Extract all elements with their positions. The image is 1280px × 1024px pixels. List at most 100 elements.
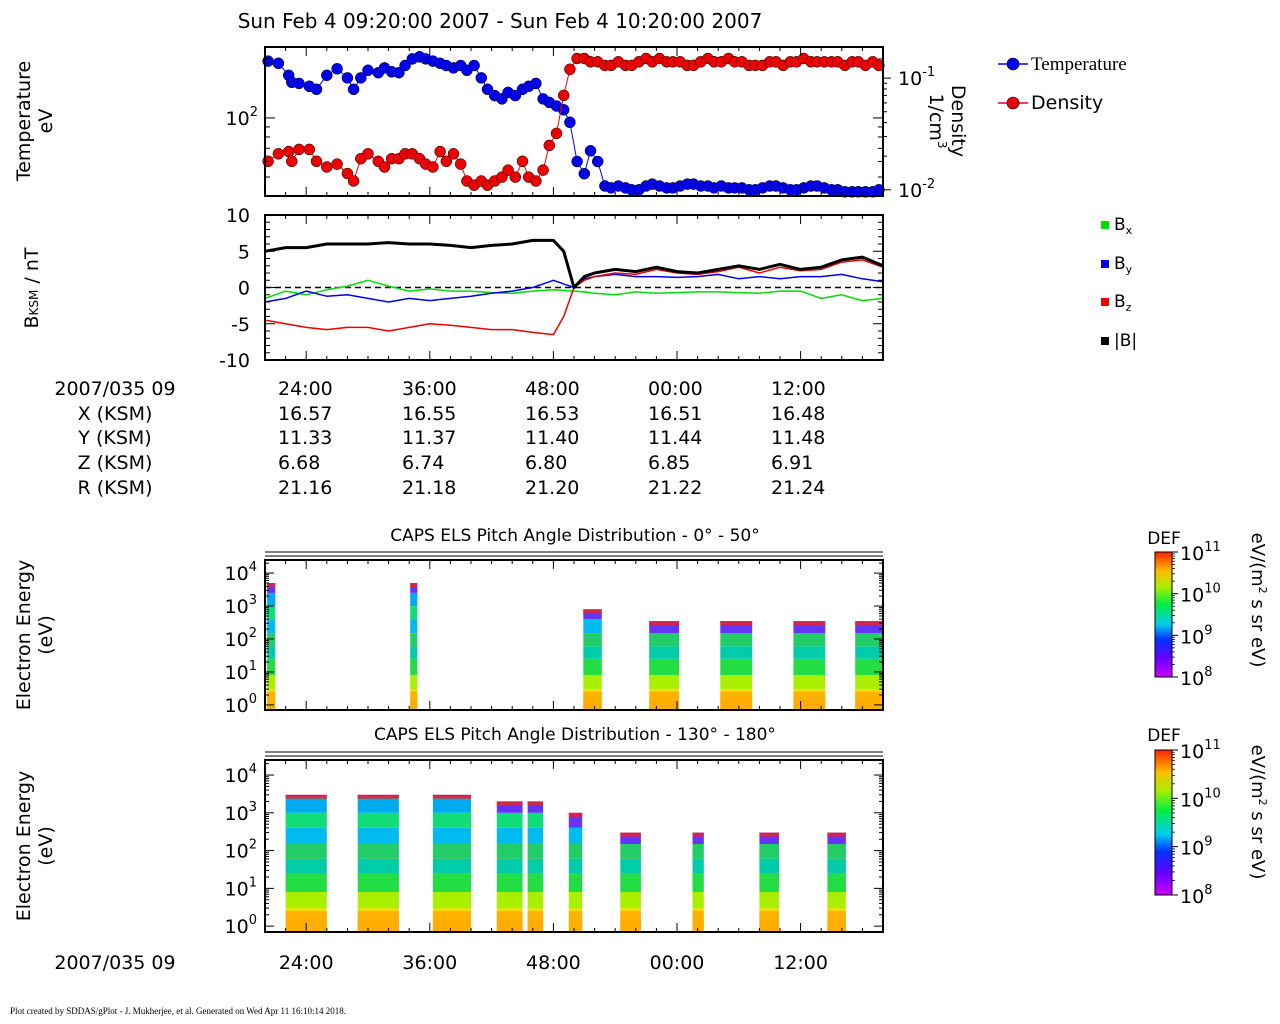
spectrogram-cell	[759, 859, 779, 874]
energy-tick-label: 103	[225, 593, 257, 618]
colorbar-scale	[1154, 551, 1173, 678]
spectrogram-cell	[357, 794, 399, 799]
spectrogram-cell	[410, 592, 418, 606]
temperature-point	[468, 59, 480, 72]
ephemeris-cell: 21.20	[525, 477, 579, 499]
density-point	[282, 145, 295, 158]
spectrogram-cell	[649, 675, 680, 690]
spectrogram-cell	[620, 843, 641, 859]
spectrogram-cell	[720, 691, 753, 710]
els-0-50-title: CAPS ELS Pitch Angle Distribution - 0° -…	[390, 526, 759, 546]
spectrogram-cell	[432, 812, 471, 828]
spectrogram-cell	[759, 873, 779, 892]
spectrogram-block	[285, 794, 327, 932]
spectrogram-cell	[855, 691, 883, 710]
colorbar-unit: eV/(m2 s sr eV)	[1247, 533, 1269, 668]
spectrogram-cell	[855, 658, 883, 676]
spectrogram-cell	[267, 633, 276, 647]
ephemeris-cell: 16.55	[402, 403, 456, 425]
density-point	[434, 145, 446, 158]
spectrogram-cell	[357, 843, 399, 859]
bottom-axis-label: 2007/035 09	[54, 952, 175, 974]
density-point	[502, 164, 514, 176]
bottom-time-axis: 2007/035 09 24:00 36:00 48:00 00:00 12:00	[54, 952, 828, 974]
bksm-tick-label: -10	[219, 350, 250, 372]
spectrogram-cell	[827, 859, 846, 874]
density-point	[427, 161, 439, 173]
spectrogram-cell	[827, 832, 846, 837]
ephemeris-cell: 21.22	[648, 477, 702, 499]
spectrogram-cell	[692, 843, 704, 859]
ephemeris-row-label: R (KSM)	[78, 477, 153, 499]
spectrogram-cell	[793, 646, 826, 659]
ephemeris-cell: 00:00	[648, 378, 703, 400]
spectrogram-cell	[649, 633, 680, 647]
electron-energy-unit: (eV)	[35, 826, 57, 866]
temperature-point	[571, 155, 583, 168]
spectrogram-cell	[827, 911, 846, 932]
spectrogram-cell	[357, 812, 399, 828]
spectrogram-cell	[692, 832, 704, 837]
spectrogram-cell	[568, 892, 583, 909]
colorbar-tick-label: 109	[1180, 835, 1212, 860]
colorbar-tick-label: 109	[1180, 623, 1212, 648]
electron-energy-label: Electron Energy	[13, 771, 35, 922]
spectrogram-cell	[692, 911, 704, 932]
density-point	[303, 143, 316, 156]
spectrogram-cell	[285, 797, 327, 813]
spectrogram-cell	[692, 873, 704, 892]
ephemeris-row-label: X (KSM)	[78, 403, 153, 425]
spectrogram-cell	[432, 794, 471, 799]
density-tick-label: 10-1	[898, 65, 935, 90]
spectrogram-block	[759, 832, 779, 932]
spectrogram-cell	[527, 812, 544, 828]
spectrogram-cell	[496, 827, 523, 844]
spectrogram-cell	[410, 633, 418, 647]
spectrogram-cell	[285, 911, 327, 932]
density-axis-unit: 1/cm3	[925, 93, 949, 148]
spectrogram-cell	[267, 691, 276, 710]
spectrogram-cell	[410, 675, 418, 690]
colorbar-tick-label: 1011	[1180, 738, 1221, 763]
spectrogram-cell	[357, 892, 399, 909]
spectrogram-cell	[649, 658, 680, 676]
time-tick-label: 36:00	[402, 952, 457, 974]
density-point	[550, 127, 563, 140]
spectrogram-cell	[432, 827, 471, 844]
ephemeris-cell: 16.51	[648, 403, 702, 425]
spectrogram-cell	[620, 832, 641, 844]
spectrogram-cell	[496, 843, 523, 859]
temperature-point	[578, 167, 591, 180]
temperature-point	[272, 57, 285, 70]
ephemeris-cell: 6.91	[771, 452, 813, 474]
colorbar-tick-label: 1010	[1180, 786, 1221, 811]
spectrogram-cell	[432, 843, 471, 859]
temperature-point	[475, 72, 488, 84]
ephemeris-cell: 21.24	[771, 477, 825, 499]
density-point	[530, 175, 542, 187]
spectrogram-cell	[720, 633, 753, 647]
density-tick-label: 10-2	[898, 177, 935, 202]
spectrogram-block	[432, 794, 471, 932]
energy-tick-label: 101	[225, 659, 257, 684]
legend-item-bx: Bx	[1101, 215, 1133, 237]
spectrogram-cell	[285, 843, 327, 859]
energy-tick-label: 102	[225, 838, 257, 863]
ephemeris-cell: 6.74	[402, 452, 444, 474]
spectrogram-cell	[620, 859, 641, 874]
spectrogram-cell	[432, 873, 471, 892]
spectrogram-cell	[267, 606, 276, 620]
spectrogram-block	[583, 609, 602, 710]
density-point	[873, 59, 885, 72]
spectrogram-cell	[583, 646, 602, 659]
ephemeris-row-label: Z (KSM)	[78, 452, 153, 474]
spectrogram-cell	[620, 911, 641, 932]
spectrogram-cell	[583, 633, 602, 647]
spectrogram-cell	[583, 619, 602, 634]
spectrogram-cell	[720, 646, 753, 659]
spectrogram-cell	[432, 892, 471, 909]
spectrogram-cell	[793, 675, 826, 690]
spectrogram-cell	[649, 691, 680, 710]
legend-item-temperature: Temperature	[998, 54, 1127, 75]
spectrogram-cell	[285, 873, 327, 892]
